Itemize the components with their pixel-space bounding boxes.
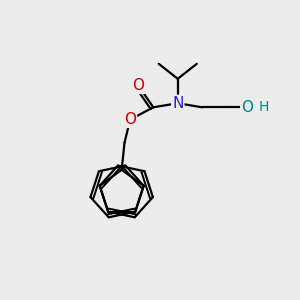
Text: O: O	[124, 112, 136, 127]
Text: O: O	[241, 100, 253, 115]
Text: O: O	[132, 78, 144, 93]
Text: N: N	[172, 96, 183, 111]
Text: H: H	[258, 100, 268, 114]
